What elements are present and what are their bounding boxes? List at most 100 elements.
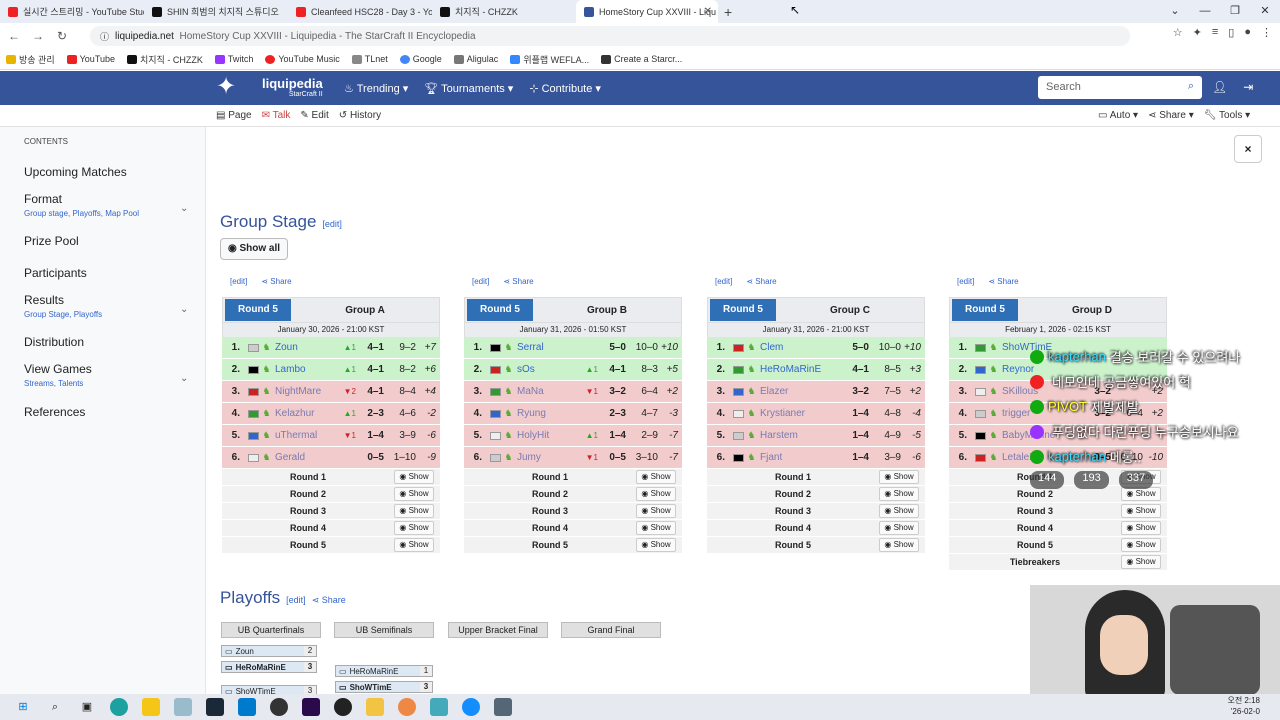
nav-tournaments[interactable]: 🏆︎ Tournaments ▾ [424, 82, 514, 95]
task-view-icon[interactable]: ▣ [81, 701, 93, 713]
bookmark-item[interactable]: Twitch [214, 54, 253, 64]
close-tab-icon[interactable]: ✕ [703, 6, 712, 17]
player-link[interactable]: Reynor [1002, 364, 1035, 375]
player-link[interactable]: HolyHit [517, 430, 550, 441]
obs-icon[interactable] [334, 698, 352, 716]
bracket-slot[interactable]: ▭ Zoun 2 [221, 645, 317, 657]
site-info-icon[interactable]: ⓘ [100, 31, 110, 42]
app-icon[interactable] [174, 698, 192, 716]
bookmark-item[interactable]: YouTube [66, 54, 115, 64]
battlenet-icon[interactable] [462, 698, 480, 716]
back-button[interactable]: ← [8, 29, 20, 43]
tab-page[interactable]: ▤ Page [216, 110, 252, 121]
player-link[interactable]: trigger [1002, 408, 1031, 419]
site-logo[interactable]: ✦ liquipedia StarCraft II [216, 73, 323, 100]
round-selector[interactable]: Round 5 [467, 299, 533, 321]
show-button[interactable]: ◉ Show [394, 504, 434, 518]
player-link[interactable]: Ryung [517, 408, 546, 419]
show-button[interactable]: ◉ Show [394, 487, 434, 501]
toc-item[interactable]: Results Group Stage, Playoffs [24, 293, 103, 319]
show-button[interactable]: ◉ Show [394, 538, 434, 552]
search-icon[interactable]: ⌕ [51, 701, 59, 713]
bookmark-item[interactable]: TLnet [351, 54, 388, 64]
search-icon[interactable]: ⌕ [1187, 80, 1194, 92]
player-link[interactable]: HeRoMaRinE [760, 364, 822, 375]
player-link[interactable]: MaNa [517, 386, 544, 397]
toc-item[interactable]: View Games Streams, Talents [24, 362, 92, 388]
edit-link[interactable]: [edit] [957, 277, 975, 286]
login-icon[interactable]: ⇥ [1243, 80, 1254, 94]
bookmark-item[interactable]: 위플랩 WEFLA... [510, 53, 589, 66]
share-dropdown[interactable]: ⋖ Share ▾ [1148, 110, 1194, 121]
tab-history[interactable]: ↺ History [338, 110, 382, 121]
player-link[interactable]: LetaleX [1002, 452, 1036, 463]
player-link[interactable]: Jumy [517, 452, 541, 463]
toc-item[interactable]: Upcoming Matches [24, 165, 127, 179]
show-button[interactable]: ◉ Show [636, 521, 676, 535]
edit-link[interactable]: [edit] [322, 219, 342, 229]
share-link[interactable]: ⋖ Share [503, 277, 534, 286]
tools-dropdown[interactable]: 🔧︎ Tools ▾ [1203, 110, 1251, 121]
toc-item[interactable]: Format Group stage, Playoffs, Map Pool [24, 192, 140, 218]
browser-tab[interactable]: 치지직 - CHZZK [432, 0, 576, 23]
starcraft-icon[interactable] [494, 698, 512, 716]
player-link[interactable]: ShoWTimE [1002, 342, 1053, 353]
share-link[interactable]: ⋖ Share [311, 595, 346, 605]
player-link[interactable]: Lambo [275, 364, 306, 375]
show-button[interactable]: ◉ Show [1121, 521, 1161, 535]
show-button[interactable]: ◉ Show [394, 521, 434, 535]
player-link[interactable]: BabyMarine [1002, 430, 1056, 441]
bookmark-item[interactable]: 방송 관리 [6, 53, 55, 66]
profile-icon[interactable]: ● [1244, 26, 1251, 38]
player-link[interactable]: NightMare [275, 386, 322, 397]
bracket-slot[interactable]: ▭ ShoWTimE 3 [335, 681, 433, 693]
round-selector[interactable]: Round 5 [952, 299, 1018, 321]
minimize-button[interactable]: — [1199, 5, 1211, 17]
nav-trending[interactable]: ♨ Trending ▾ [344, 82, 409, 95]
show-button[interactable]: ◉ Show [636, 504, 676, 518]
bracket-slot[interactable]: ▭ HeRoMaRinE 3 [221, 661, 317, 673]
player-link[interactable]: Gerald [275, 452, 306, 463]
browser-tab[interactable]: SHIN 희범의 치지직 스튜디오 [144, 0, 288, 23]
player-link[interactable]: Elazer [760, 386, 789, 397]
bookmark-item[interactable]: 치지직 - CHZZK [127, 53, 203, 66]
toc-item[interactable]: Distribution [24, 335, 85, 349]
side-panel-icon[interactable]: ▯ [1228, 27, 1235, 39]
add-user-icon[interactable]: 👤︎ [1212, 80, 1228, 94]
start-icon[interactable]: ⊞ [18, 701, 28, 713]
new-tab-button[interactable]: + [724, 3, 733, 20]
bookmark-item[interactable]: YouTube Music [265, 54, 340, 64]
show-all-button[interactable]: ◉ Show all [220, 238, 288, 260]
search-input[interactable]: Search ⌕ [1038, 76, 1202, 99]
close-window-button[interactable]: ✕ [1260, 5, 1270, 17]
premiere-icon[interactable] [302, 698, 320, 716]
player-link[interactable]: sOs [517, 364, 535, 375]
liquipedia-icon[interactable] [430, 698, 448, 716]
browser-tab[interactable]: Cleanfeed HSC28 - Day 3 - YouT [288, 0, 432, 23]
show-button[interactable]: ◉ Show [1121, 538, 1161, 552]
player-link[interactable]: SKillous [1002, 386, 1039, 397]
vscode-icon[interactable] [238, 698, 256, 716]
reading-list-icon[interactable]: ≡ [1211, 26, 1219, 38]
player-link[interactable]: Krystianer [760, 408, 806, 419]
menu-icon[interactable]: ⋮ [1261, 27, 1272, 39]
tab-talk[interactable]: ✉ Talk [261, 110, 291, 121]
share-link[interactable]: ⋖ Share [746, 277, 777, 286]
show-button[interactable]: ◉ Show [879, 487, 919, 501]
edit-link[interactable]: [edit] [230, 277, 248, 286]
edge-icon[interactable] [110, 698, 128, 716]
share-link[interactable]: ⋖ Share [261, 277, 292, 286]
tab-search-icon[interactable]: ⌄ [1170, 5, 1180, 17]
show-button[interactable]: ◉ Show [879, 538, 919, 552]
player-link[interactable]: Fjant [760, 452, 783, 463]
chevron-down-icon[interactable]: ⌄ [180, 203, 189, 214]
forward-button[interactable]: → [32, 29, 44, 43]
maximize-button[interactable]: ❐ [1230, 5, 1240, 17]
show-button[interactable]: ◉ Show [879, 504, 919, 518]
show-button[interactable]: ◉ Show [879, 470, 919, 484]
round-selector[interactable]: Round 5 [710, 299, 776, 321]
folder-icon[interactable] [366, 698, 384, 716]
share-link[interactable]: ⋖ Share [988, 277, 1019, 286]
show-button[interactable]: ◉ Show [636, 470, 676, 484]
show-button[interactable]: ◉ Show [1121, 487, 1161, 501]
